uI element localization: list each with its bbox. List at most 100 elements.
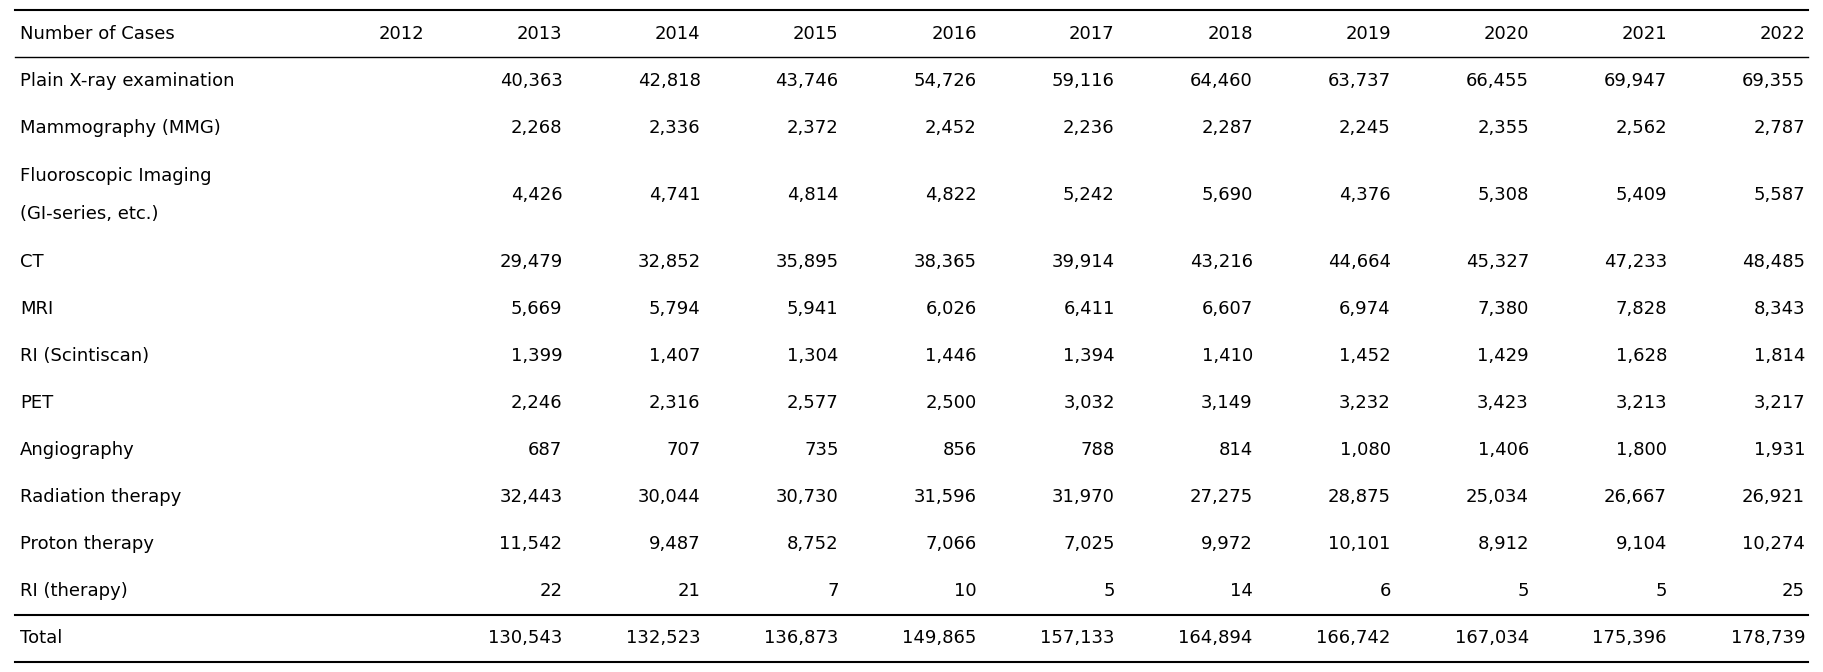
Text: 1,800: 1,800 [1615,442,1666,459]
Text: 707: 707 [665,442,700,459]
Text: 45,327: 45,327 [1466,253,1529,271]
Text: 788: 788 [1081,442,1114,459]
Text: 1,814: 1,814 [1754,347,1805,365]
Text: 29,479: 29,479 [500,253,563,271]
Text: 38,365: 38,365 [913,253,977,271]
Text: 7,066: 7,066 [926,536,977,553]
Text: (GI-series, etc.): (GI-series, etc.) [20,205,159,223]
Text: 2019: 2019 [1345,24,1391,42]
Text: PET: PET [20,394,53,412]
Text: 2,787: 2,787 [1754,119,1805,136]
Text: 1,628: 1,628 [1615,347,1666,365]
Text: 2,336: 2,336 [649,119,700,136]
Text: 9,972: 9,972 [1201,536,1252,553]
Text: 1,931: 1,931 [1754,442,1805,459]
Text: 814: 814 [1218,442,1252,459]
Text: 3,423: 3,423 [1477,394,1529,412]
Text: 2,246: 2,246 [510,394,563,412]
Text: 1,394: 1,394 [1063,347,1114,365]
Text: 21: 21 [678,583,700,600]
Text: 167,034: 167,034 [1455,630,1529,648]
Text: 2012: 2012 [379,24,425,42]
Text: 31,970: 31,970 [1052,489,1114,506]
Text: 166,742: 166,742 [1316,630,1391,648]
Text: 27,275: 27,275 [1189,489,1252,506]
Text: 8,912: 8,912 [1477,536,1529,553]
Text: 2,500: 2,500 [926,394,977,412]
Text: 43,746: 43,746 [775,72,839,89]
Text: 3,217: 3,217 [1754,394,1805,412]
Text: 7,828: 7,828 [1615,300,1666,318]
Text: 6,974: 6,974 [1340,300,1391,318]
Text: 69,947: 69,947 [1604,72,1666,89]
Text: 3,213: 3,213 [1615,394,1666,412]
Text: 1,429: 1,429 [1477,347,1529,365]
Text: 10,274: 10,274 [1743,536,1805,553]
Text: Plain X-ray examination: Plain X-ray examination [20,72,235,89]
Text: 30,730: 30,730 [777,489,839,506]
Text: CT: CT [20,253,44,271]
Text: 9,487: 9,487 [649,536,700,553]
Text: 1,410: 1,410 [1201,347,1252,365]
Text: 47,233: 47,233 [1604,253,1666,271]
Text: 132,523: 132,523 [625,630,700,648]
Text: Radiation therapy: Radiation therapy [20,489,180,506]
Text: 26,921: 26,921 [1743,489,1805,506]
Text: 6,026: 6,026 [926,300,977,318]
Text: 157,133: 157,133 [1041,630,1114,648]
Text: 25: 25 [1783,583,1805,600]
Text: 39,914: 39,914 [1052,253,1114,271]
Text: 2,452: 2,452 [924,119,977,136]
Text: 6,607: 6,607 [1201,300,1252,318]
Text: 5: 5 [1655,583,1666,600]
Text: 64,460: 64,460 [1190,72,1252,89]
Text: 5,669: 5,669 [510,300,563,318]
Text: 4,741: 4,741 [649,186,700,204]
Text: 178,739: 178,739 [1730,630,1805,648]
Text: 44,664: 44,664 [1327,253,1391,271]
Text: Number of Cases: Number of Cases [20,24,175,42]
Text: 1,399: 1,399 [510,347,563,365]
Text: Mammography (MMG): Mammography (MMG) [20,119,221,136]
Text: 2017: 2017 [1068,24,1114,42]
Text: 63,737: 63,737 [1327,72,1391,89]
Text: 7,025: 7,025 [1063,536,1114,553]
Text: Total: Total [20,630,62,648]
Text: 28,875: 28,875 [1327,489,1391,506]
Text: 2,245: 2,245 [1340,119,1391,136]
Text: 6: 6 [1380,583,1391,600]
Text: 9,104: 9,104 [1615,536,1666,553]
Text: 2,355: 2,355 [1477,119,1529,136]
Text: 10: 10 [953,583,977,600]
Text: 1,407: 1,407 [649,347,700,365]
Text: 856: 856 [942,442,977,459]
Text: 66,455: 66,455 [1466,72,1529,89]
Text: 5,308: 5,308 [1477,186,1529,204]
Text: 5,941: 5,941 [788,300,839,318]
Text: 5,794: 5,794 [649,300,700,318]
Text: 54,726: 54,726 [913,72,977,89]
Text: RI (therapy): RI (therapy) [20,583,128,600]
Text: 5,409: 5,409 [1615,186,1666,204]
Text: 40,363: 40,363 [500,72,563,89]
Text: 2,236: 2,236 [1063,119,1114,136]
Text: 2,287: 2,287 [1201,119,1252,136]
Text: 735: 735 [804,442,839,459]
Text: 2013: 2013 [518,24,563,42]
Text: 59,116: 59,116 [1052,72,1114,89]
Text: 25,034: 25,034 [1466,489,1529,506]
Text: 4,822: 4,822 [924,186,977,204]
Text: 4,376: 4,376 [1340,186,1391,204]
Text: 4,814: 4,814 [788,186,839,204]
Text: 136,873: 136,873 [764,630,839,648]
Text: 2016: 2016 [932,24,977,42]
Text: 5,690: 5,690 [1201,186,1252,204]
Text: 7,380: 7,380 [1477,300,1529,318]
Text: 8,343: 8,343 [1754,300,1805,318]
Text: 14: 14 [1231,583,1252,600]
Text: Angiography: Angiography [20,442,135,459]
Text: 130,543: 130,543 [489,630,563,648]
Text: 687: 687 [529,442,563,459]
Text: 2,268: 2,268 [510,119,563,136]
Text: 11,542: 11,542 [500,536,563,553]
